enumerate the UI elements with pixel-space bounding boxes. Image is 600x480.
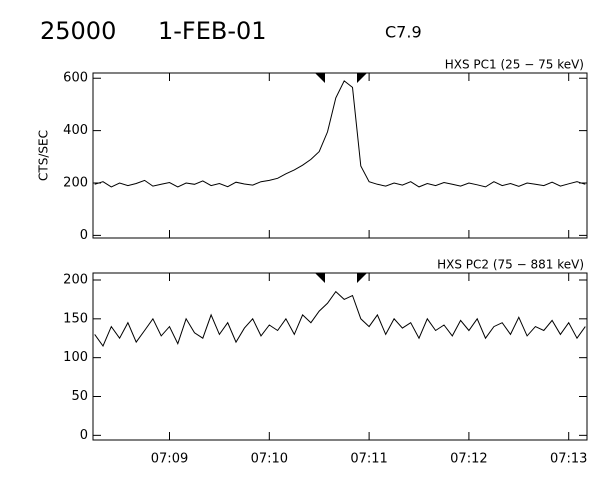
x-tick-label: 07:13: [550, 452, 587, 467]
y-tick-label: 200: [63, 176, 88, 191]
y-tick-label: 0: [80, 228, 88, 243]
y-tick-label: 400: [63, 123, 88, 138]
data-line: [94, 80, 586, 188]
x-tick-label: 07:12: [450, 452, 487, 467]
panel-title: HXS PC1 (25 − 75 keV): [445, 58, 584, 72]
x-tick-label: 07:11: [350, 452, 387, 467]
y-tick-label: 200: [63, 272, 88, 287]
panel-title: HXS PC2 (75 − 881 keV): [437, 258, 584, 272]
y-tick-label: 100: [63, 350, 88, 365]
event-id: 25000: [40, 17, 116, 45]
y-axis-label: CTS/SEC: [37, 130, 51, 181]
x-tick-label: 07:10: [251, 452, 288, 467]
y-tick-label: 150: [63, 311, 88, 326]
x-tick-label: 07:09: [151, 452, 188, 467]
y-tick-label: 600: [63, 71, 88, 86]
y-tick-label: 0: [80, 428, 88, 443]
event-date: 1-FEB-01: [158, 17, 267, 45]
data-line: [94, 290, 586, 348]
flare-class: C7.9: [385, 23, 422, 42]
y-tick-label: 50: [71, 389, 88, 404]
flare-markers: [315, 73, 367, 283]
plot-frame: [92, 272, 588, 441]
plot-frame: [92, 72, 588, 239]
